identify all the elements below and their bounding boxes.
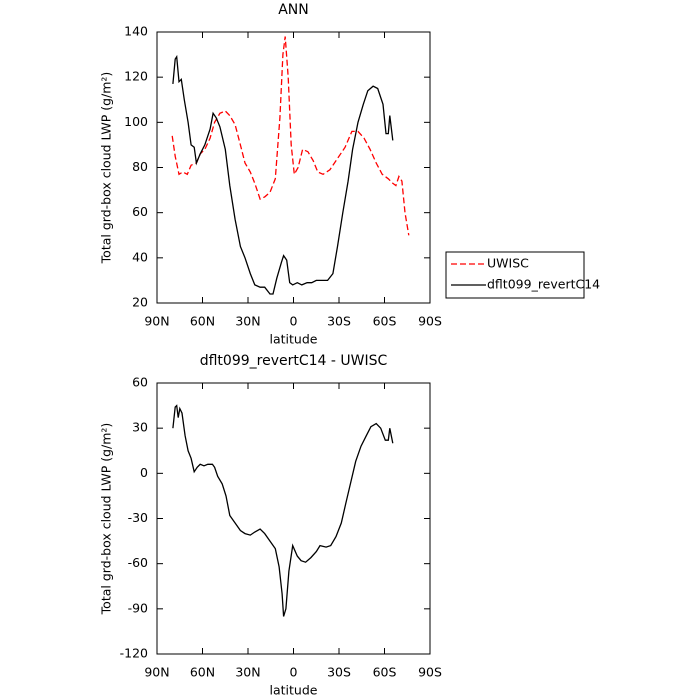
legend: UWISC dflt099_revertC14: [445, 251, 600, 299]
y-tick-label: -120: [120, 646, 148, 661]
plot-frame: [156, 31, 431, 304]
panel: ANN latitude Total grd-box cloud LWP (g/m²…: [99, 2, 601, 347]
y-tick-label: 100: [124, 114, 148, 129]
x-tick-label: 60S: [373, 314, 397, 329]
legend-label: dflt099_revertC14: [487, 277, 600, 292]
x-tick-label: 60N: [190, 314, 215, 329]
x-tick-label: 30S: [327, 665, 351, 680]
y-tick-label: 20: [132, 295, 148, 310]
panel: dflt099_revertC14 - UWISC latitude Total g…: [99, 353, 442, 698]
x-tick-label: 30N: [235, 314, 260, 329]
x-axis-label: latitude: [270, 332, 318, 347]
x-tick-label: 90N: [144, 665, 169, 680]
y-tick-label: -90: [128, 600, 148, 615]
y-tick-label: 60: [132, 204, 148, 219]
x-tick-label: 30N: [235, 665, 260, 680]
y-tick-label: 140: [124, 24, 148, 39]
plot-frame: [156, 382, 431, 655]
x-tick-label: 30S: [327, 314, 351, 329]
data-line: [171, 36, 410, 236]
y-tick-label: 80: [132, 159, 148, 174]
x-tick-label: 90S: [418, 665, 442, 680]
x-tick-label: 90S: [418, 314, 442, 329]
legend-box: [445, 251, 585, 299]
y-axis-label: Total grd-box cloud LWP (g/m²): [99, 423, 114, 616]
x-tick-label: 60N: [190, 665, 215, 680]
y-axis-label: Total grd-box cloud LWP (g/m²): [99, 72, 114, 265]
legend-label: UWISC: [487, 256, 529, 271]
y-tick-label: 120: [124, 69, 148, 84]
x-axis-label: latitude: [270, 683, 318, 698]
chart-title: dflt099_revertC14 - UWISC: [200, 353, 388, 369]
x-tick-label: 90N: [144, 314, 169, 329]
y-tick-label: -60: [128, 555, 148, 570]
chart-title: ANN: [278, 2, 309, 18]
x-tick-label: 0: [290, 665, 298, 680]
data-line: [172, 404, 394, 617]
y-tick-label: 0: [140, 465, 148, 480]
x-tick-label: 0: [290, 314, 298, 329]
data-line: [172, 54, 394, 295]
y-tick-label: 30: [132, 420, 148, 435]
y-tick-label: 40: [132, 249, 148, 264]
y-tick-label: -30: [128, 510, 148, 525]
x-tick-label: 60S: [373, 665, 397, 680]
y-tick-label: 60: [132, 375, 148, 390]
